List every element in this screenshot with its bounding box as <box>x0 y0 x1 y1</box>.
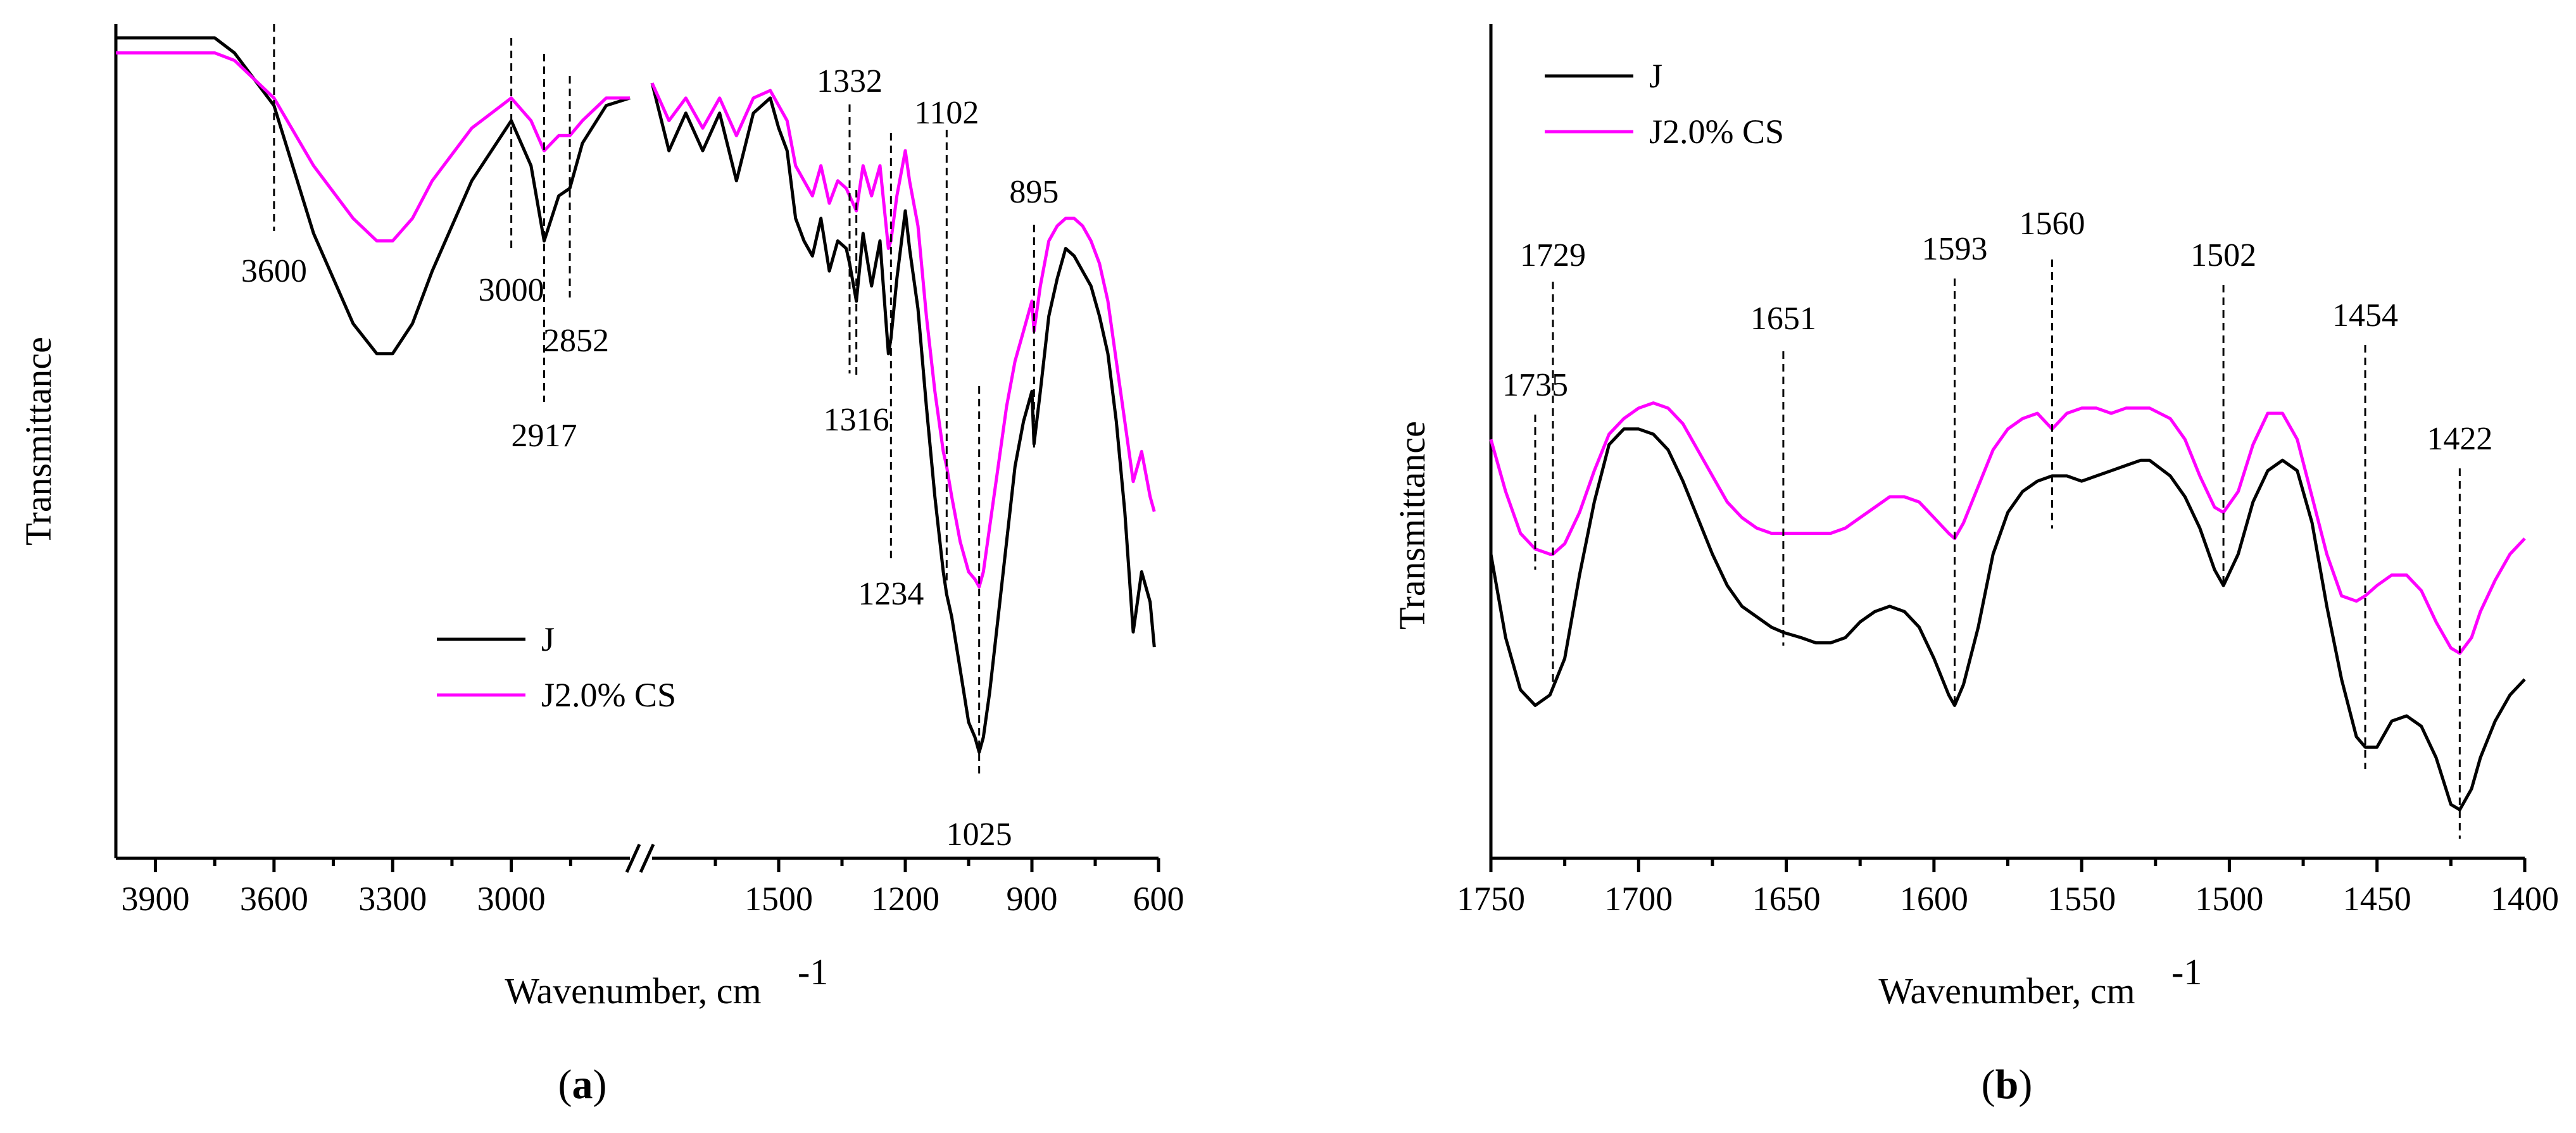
legend-label-a-j2cs: J2.0% CS <box>541 676 676 714</box>
x-tick-label-b: 1650 <box>1752 880 1821 918</box>
x-tick-label-b: 1700 <box>1604 880 1673 918</box>
axis-break-mark <box>639 843 655 873</box>
x-tick-label-b: 1550 <box>2047 880 2116 918</box>
x-tick-label-a: 900 <box>1007 880 1058 918</box>
x-tick-label-a: 600 <box>1133 880 1184 918</box>
marker-label-a-1102: 1102 <box>914 95 979 131</box>
marker-label-a-1332: 1332 <box>817 63 883 99</box>
legend-label-a-j: J <box>541 620 555 658</box>
x-tick-label-b: 1500 <box>2195 880 2263 918</box>
x-tick-label-b: 1750 <box>1457 880 1525 918</box>
x-axis-title-sup-b: -1 <box>2171 951 2202 992</box>
series-line-a-j2cs-left <box>116 51 630 243</box>
marker-label-b-1422: 1422 <box>2427 421 2492 457</box>
marker-label-b-1729: 1729 <box>1520 237 1586 273</box>
legend-a: J J2.0% CS <box>437 620 676 714</box>
panel-a: 3900 3600 3300 3000 1500 1200 900 600 Wavenumber… <box>18 24 1184 1108</box>
marker-label-a-3000: 3000 <box>479 272 544 308</box>
x-tick-label-a: 3900 <box>121 880 189 918</box>
legend-label-b-j: J <box>1649 57 1662 95</box>
panel-letter-a: a <box>572 1061 593 1108</box>
marker-label-a-2917: 2917 <box>511 418 577 454</box>
series-line-b-j2cs <box>1489 401 2526 655</box>
x-tick-label-b: 1450 <box>2343 880 2411 918</box>
marker-label-a-1316: 1316 <box>824 402 889 438</box>
panel-label-b: (b) <box>1982 1061 2033 1108</box>
legend-b: J J2.0% CS <box>1545 57 1784 151</box>
marker-label-a-2852: 2852 <box>543 323 609 359</box>
x-axis-title-sup-a: -1 <box>798 951 828 992</box>
y-axis-title-b: Transmittance <box>1392 421 1433 630</box>
x-axis-title-b: Wavenumber, cm <box>1878 970 2135 1011</box>
x-tick-label-a: 3300 <box>358 880 427 918</box>
marker-label-b-1651: 1651 <box>1750 301 1816 337</box>
marker-label-b-1502: 1502 <box>2190 237 2256 273</box>
panel-label-a: (a) <box>558 1061 607 1108</box>
marker-label-a-3600: 3600 <box>241 253 307 289</box>
axis-break-mark <box>625 843 641 873</box>
x-axis-title-a: Wavenumber, cm <box>505 970 761 1011</box>
x-tick-label-a: 3600 <box>240 880 308 918</box>
y-axis-title-a: Transmittance <box>18 337 59 546</box>
marker-label-b-1454: 1454 <box>2332 297 2398 334</box>
panel-letter-b: b <box>1995 1061 2019 1108</box>
series-line-a-j-right <box>650 82 1156 754</box>
series-line-b-j <box>1489 427 2526 811</box>
series-line-a-j-left <box>116 36 631 356</box>
x-tick-label-a: 1200 <box>871 880 939 918</box>
marker-label-b-1593: 1593 <box>1922 231 1988 267</box>
marker-label-b-1560: 1560 <box>2019 206 2085 242</box>
x-tick-label-b: 1400 <box>2491 880 2559 918</box>
marker-label-a-1234: 1234 <box>858 576 924 612</box>
series-line-a-j2cs-right <box>650 82 1156 589</box>
panel-b: 1750 1700 1650 1600 1550 1500 1450 1400 Wavenumb… <box>1392 24 2559 1108</box>
x-tick-label-b: 1600 <box>1900 880 1968 918</box>
legend-label-b-j2cs: J2.0% CS <box>1649 113 1784 151</box>
x-tick-label-a: 1500 <box>745 880 813 918</box>
marker-label-a-1025: 1025 <box>946 817 1012 853</box>
marker-label-a-895: 895 <box>1009 174 1059 210</box>
marker-label-b-1735: 1735 <box>1502 367 1568 403</box>
x-tick-label-a: 3000 <box>477 880 546 918</box>
